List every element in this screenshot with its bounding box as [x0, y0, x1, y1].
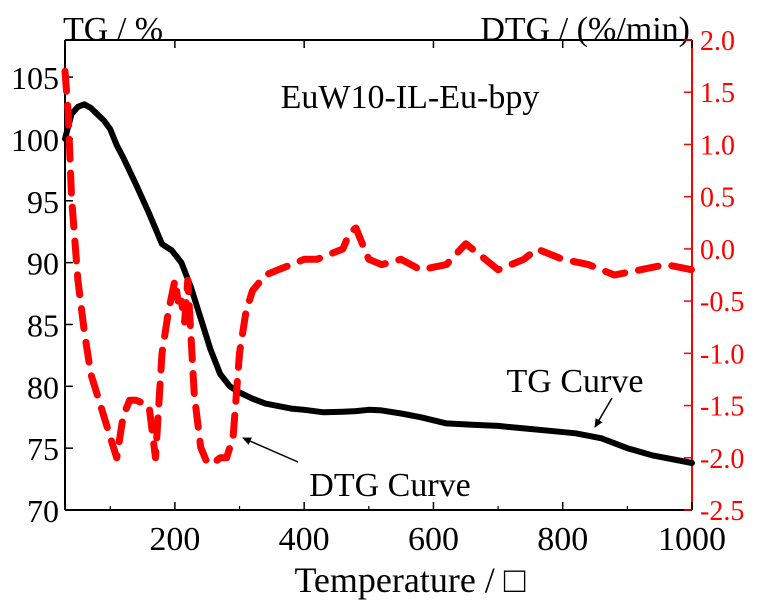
plot-area: 200 400 600 800 1000 70 75 80 85 90 95 100 105 -2.5 -2…: [11, 26, 744, 558]
y-left-tick-label: 100: [11, 122, 59, 158]
y-right-tick-label: -0.5: [700, 287, 744, 318]
right-axis-label: DTG / (%/min): [480, 11, 690, 48]
y-right-tick-label: -1.0: [700, 339, 744, 370]
dtg-curve-annotation: DTG Curve: [309, 467, 470, 504]
y-right-tick-label: -1.5: [700, 392, 744, 423]
x-tick-label: 200: [149, 521, 200, 558]
tg-curve-annotation: TG Curve: [507, 363, 644, 400]
left-axis-label: TG / %: [63, 11, 163, 48]
y-left-tick-label: 95: [27, 184, 59, 220]
tg-curve: [62, 101, 695, 466]
y-right-tick-label: 1.0: [700, 130, 735, 161]
chart-title: EuW10-IL-Eu-bpy: [281, 79, 540, 116]
y-left-tick-label: 75: [27, 431, 59, 467]
x-tick-label: 1000: [658, 521, 726, 558]
x-tick-label: 800: [537, 521, 588, 558]
dtg-annotation-arrow: [242, 437, 299, 463]
y-left-tick-label: 80: [27, 369, 59, 405]
dtg-curve: [61, 67, 696, 467]
y-right-tick-label: -2.0: [700, 444, 744, 475]
y-right-tick-label: 0.0: [700, 235, 735, 266]
x-tick-label: 600: [408, 521, 459, 558]
y-left-tick-label: 85: [27, 307, 59, 343]
y-right-tick-label: 1.5: [700, 78, 735, 109]
tg-annotation-arrow: [594, 397, 613, 428]
y-left-tick-label: 105: [11, 60, 59, 96]
y-left-tick-label: 70: [27, 493, 59, 529]
y-right-tick-label: 0.5: [700, 183, 735, 214]
x-tick-label: 400: [279, 521, 330, 558]
y-right-tick-label: -2.5: [700, 496, 744, 527]
y-left-tick-label: 90: [27, 246, 59, 282]
y-right-tick-label: 2.0: [700, 26, 735, 57]
x-axis-label: Temperature / □: [294, 560, 525, 600]
